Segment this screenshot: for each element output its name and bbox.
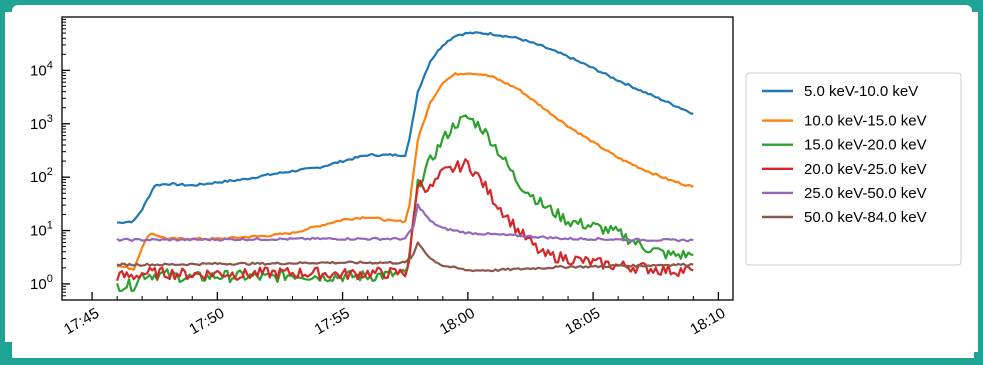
legend-label-5: 25.0 keV-50.0 keV <box>804 185 927 202</box>
frame-right-inner <box>974 12 978 352</box>
legend-label-2: 10.0 keV-15.0 keV <box>804 113 927 130</box>
legend: 5.0 keV-10.0 keV 10.0 keV-15.0 keV 15.0 ke… <box>745 72 962 266</box>
x-tick-label-5: 18:10 <box>687 305 728 338</box>
x-tick-label-4: 18:05 <box>562 305 603 338</box>
legend-box <box>745 72 962 266</box>
series-layer <box>116 31 694 292</box>
y-tick-label-3: 103 <box>30 113 53 133</box>
series-line-1 <box>116 31 694 225</box>
x-tick-label-1: 17:50 <box>186 305 227 338</box>
y-tick-label-4: 104 <box>30 59 53 79</box>
y-tick-label-2: 102 <box>30 166 53 186</box>
frame-top-inner <box>12 5 972 12</box>
x-tick-label-0: 17:45 <box>61 305 102 338</box>
y-tick-label-1: 101 <box>30 220 53 240</box>
frame-left-inner <box>5 12 12 342</box>
series-line-6 <box>116 241 694 273</box>
series-line-3 <box>116 114 694 292</box>
frame-right-border <box>974 0 983 365</box>
x-tick-label-2: 17:55 <box>312 305 353 338</box>
legend-label-1: 5.0 keV-10.0 keV <box>804 83 918 100</box>
plot-area-frame <box>61 16 734 301</box>
y-tick-label-0: 100 <box>30 273 53 293</box>
frame-bottom-border <box>0 358 983 365</box>
series-line-5 <box>116 203 694 243</box>
y-axis: 100 101 102 103 104 <box>30 18 70 301</box>
legend-label-6: 50.0 keV-84.0 keV <box>804 209 927 226</box>
legend-label-4: 20.0 keV-25.0 keV <box>804 161 927 178</box>
x-tick-label-3: 18:00 <box>437 305 478 338</box>
legend-label-3: 15.0 keV-20.0 keV <box>804 137 927 154</box>
series-line-4 <box>116 158 694 282</box>
x-axis: 17:45 17:50 17:55 18:00 18:05 18:10 <box>61 292 728 338</box>
